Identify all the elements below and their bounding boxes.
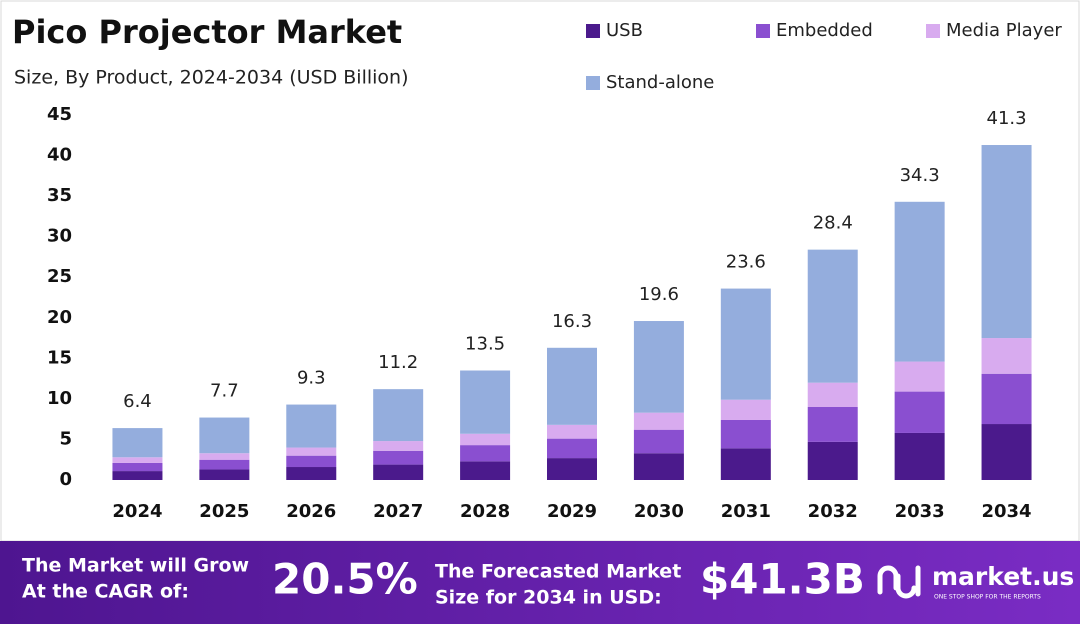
bar-segment [547,438,597,459]
banner-value: $41.3B [700,555,865,604]
total-label: 13.5 [465,334,505,355]
total-label: 23.6 [726,252,766,273]
bar-segment [112,462,163,472]
bar-segment [720,288,771,400]
bar-segment [981,424,1032,480]
total-label: 34.3 [900,165,940,186]
x-tick-label: 2027 [373,501,423,522]
bar-segment [286,404,337,448]
bar-segment [633,321,684,413]
x-tick-label: 2024 [112,501,162,522]
y-tick-label: 10 [47,388,72,409]
x-tick-label: 2025 [199,501,249,522]
legend-swatch [756,24,770,38]
bar-segment [807,382,858,407]
y-tick-label: 15 [47,347,72,368]
x-tick-label: 2031 [721,501,771,522]
y-tick-label: 25 [47,266,72,287]
y-tick-label: 40 [47,145,72,166]
y-tick-label: 0 [59,469,72,490]
banner-text: The Forecasted Market [435,561,681,583]
legend-swatch [586,24,600,38]
bar-segment [373,441,424,451]
x-tick-label: 2028 [460,501,510,522]
legend-swatch [586,76,600,90]
banner-text: Size for 2034 in USD: [435,587,662,609]
bar-segment [547,458,597,480]
bar-segment [633,412,684,430]
bar-segment [807,441,858,480]
bar-segment [547,347,597,425]
bar-segment [633,453,684,480]
bar-segment [373,450,424,465]
bar-segment [286,447,337,456]
total-label: 9.3 [297,368,326,389]
logo: market.us [932,562,1074,591]
banner-text: The Market will Grow [22,555,249,577]
bar-segment [547,424,597,439]
bar-segment [112,471,163,480]
total-label: 28.4 [813,213,853,234]
logo-icon [877,565,921,599]
bar-segment [981,338,1032,374]
bar-segment [286,455,337,468]
legend-label: Media Player [946,20,1062,41]
logo-tagline: ONE STOP SHOP FOR THE REPORTS [934,594,1041,601]
legend-label: Stand-alone [606,72,714,93]
bar-segment [894,361,945,392]
bar-segment [807,407,858,442]
total-label: 41.3 [987,108,1027,129]
bar-segment [981,373,1032,425]
bar-segment [112,428,163,458]
bar-segment [633,429,684,454]
bar-segment [894,432,945,480]
legend-label: USB [606,20,643,41]
x-tick-label: 2032 [808,501,858,522]
x-tick-label: 2033 [895,501,945,522]
bar-segment [720,399,771,420]
bar-segment [112,457,163,463]
total-label: 6.4 [123,391,152,412]
chart-title: Pico Projector Market [12,13,402,51]
bar-segment [460,370,511,434]
bar-segment [460,445,511,462]
total-label: 19.6 [639,284,679,305]
bar-segment [807,249,858,383]
bar-segment [373,464,424,480]
bar-segment [720,448,771,480]
bar-segment [286,467,337,480]
legend-label: Embedded [776,20,873,41]
bar-segment [373,389,424,442]
bar-segment [199,469,250,480]
bar-segment [720,419,771,449]
y-tick-label: 30 [47,226,72,247]
bar-segment [460,433,511,446]
y-tick-label: 35 [47,185,72,206]
bar-segment [894,391,945,433]
bar-segment [981,145,1032,339]
bar-segment [199,417,250,454]
total-label: 7.7 [210,381,239,402]
y-tick-label: 5 [59,428,72,449]
y-tick-label: 45 [47,104,72,125]
x-tick-label: 2029 [547,501,597,522]
bar-segment [460,461,511,480]
y-tick-label: 20 [47,307,72,328]
banner-text: At the CAGR of: [22,581,189,603]
bar-segment [199,459,250,470]
banner-value: 20.5% [272,555,418,604]
bar-segment [894,201,945,362]
total-label: 16.3 [552,311,592,332]
bar-segment [199,453,250,460]
x-tick-label: 2034 [981,501,1031,522]
total-label: 11.2 [378,352,418,373]
x-tick-label: 2026 [286,501,336,522]
chart-subtitle: Size, By Product, 2024-2034 (USD Billion… [14,67,409,89]
x-tick-label: 2030 [634,501,684,522]
legend-swatch [926,24,940,38]
